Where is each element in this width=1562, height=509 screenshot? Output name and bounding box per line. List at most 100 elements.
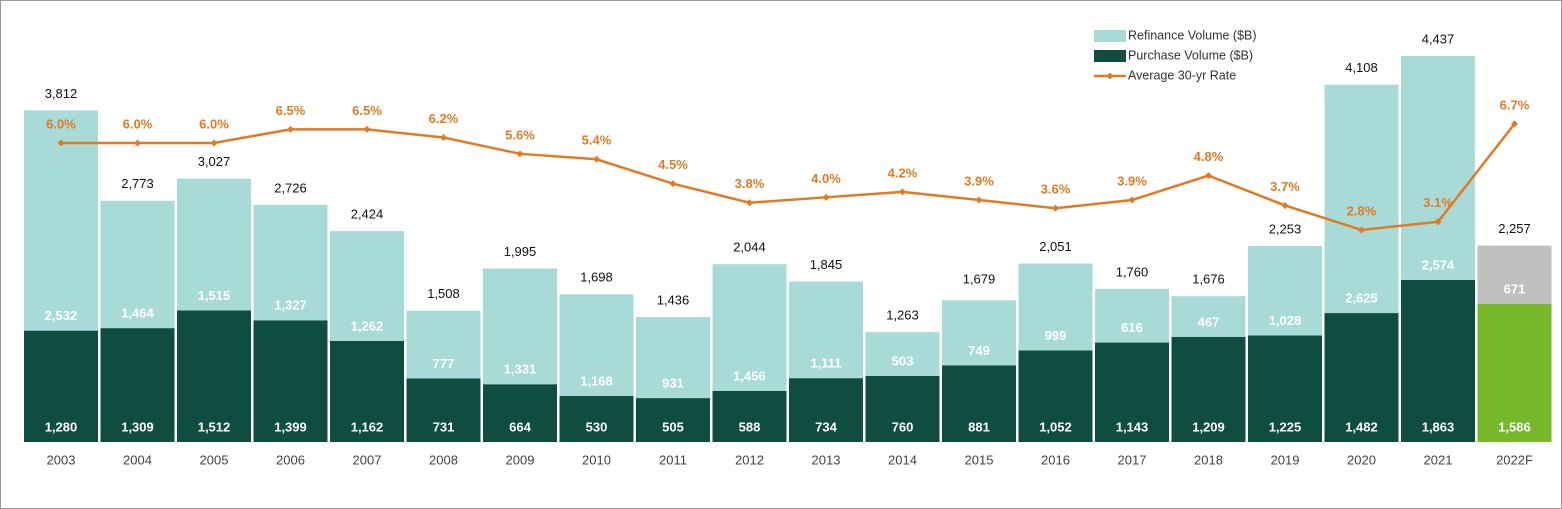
bar-label: 734 bbox=[815, 419, 837, 434]
bar-label: 664 bbox=[509, 419, 531, 434]
rate-label: 6.2% bbox=[429, 111, 459, 126]
x-tick-label: 2020 bbox=[1347, 452, 1376, 467]
bar-label: 588 bbox=[739, 419, 761, 434]
x-tick-label: 2006 bbox=[276, 452, 305, 467]
bar-label: 1,162 bbox=[351, 419, 384, 434]
x-tick-label: 2013 bbox=[812, 452, 841, 467]
rate-marker bbox=[899, 188, 906, 196]
bar-label: 671 bbox=[1504, 281, 1526, 296]
total-label: 1,760 bbox=[1116, 264, 1149, 279]
rate-label: 4.5% bbox=[658, 157, 688, 172]
x-tick-label: 2005 bbox=[200, 452, 229, 467]
bar-segment bbox=[1095, 342, 1169, 442]
bar-label: 999 bbox=[1045, 328, 1067, 343]
bar-label: 1,280 bbox=[45, 419, 78, 434]
bar-segment bbox=[100, 328, 175, 442]
bar-segment bbox=[1018, 263, 1093, 351]
bar-label: 1,586 bbox=[1498, 419, 1531, 434]
rate-label: 6.0% bbox=[123, 116, 153, 131]
bar-segment bbox=[1171, 336, 1246, 442]
x-tick-label: 2004 bbox=[123, 452, 152, 467]
rate-marker bbox=[1128, 196, 1136, 204]
rate-marker bbox=[1358, 226, 1365, 234]
x-tick-label: 2007 bbox=[353, 452, 382, 467]
bar-segment bbox=[1248, 335, 1322, 442]
bar-segment bbox=[712, 390, 787, 442]
total-label: 1,679 bbox=[963, 271, 996, 286]
total-label: 2,424 bbox=[351, 207, 384, 222]
total-label: 1,263 bbox=[886, 308, 919, 323]
bar-label: 1,482 bbox=[1345, 419, 1378, 434]
bar-segment bbox=[1401, 279, 1475, 442]
x-tick-label: 2008 bbox=[429, 452, 458, 467]
rate-marker bbox=[1434, 218, 1442, 226]
total-label: 3,812 bbox=[45, 86, 78, 101]
rate-marker bbox=[57, 139, 65, 147]
x-tick-label: 2014 bbox=[888, 452, 917, 467]
bar-segment bbox=[1018, 350, 1093, 442]
bar-segment bbox=[1095, 288, 1169, 343]
total-label: 2,726 bbox=[274, 180, 307, 195]
legend-label: Purchase Volume ($B) bbox=[1128, 48, 1253, 62]
rate-marker bbox=[822, 193, 830, 201]
total-label: 1,995 bbox=[504, 244, 537, 259]
bar-segment bbox=[636, 398, 710, 442]
x-tick-label: 2009 bbox=[506, 452, 535, 467]
total-label: 4,437 bbox=[1422, 31, 1455, 46]
rate-marker bbox=[134, 139, 141, 147]
rate-label: 5.4% bbox=[582, 133, 612, 148]
bar-segment bbox=[406, 310, 481, 379]
bar-label: 1,331 bbox=[504, 362, 537, 377]
rate-label: 3.6% bbox=[1041, 182, 1071, 197]
rate-label: 3.9% bbox=[964, 173, 994, 188]
bar-segment bbox=[865, 332, 940, 376]
rate-label: 4.2% bbox=[888, 165, 918, 180]
bar-segment bbox=[559, 395, 634, 442]
rate-marker bbox=[1511, 120, 1518, 128]
bar-segment bbox=[942, 300, 1016, 366]
rate-marker bbox=[669, 180, 677, 188]
bar-label: 530 bbox=[586, 419, 608, 434]
bar-segment bbox=[712, 264, 787, 391]
bar-segment bbox=[865, 375, 940, 442]
bar-segment bbox=[1324, 84, 1399, 314]
bar-segment bbox=[789, 281, 863, 379]
bar-label: 1,863 bbox=[1422, 419, 1455, 434]
legend-label: Refinance Volume ($B) bbox=[1128, 28, 1257, 42]
total-label: 1,508 bbox=[427, 286, 460, 301]
bar-label: 2,532 bbox=[45, 308, 78, 323]
x-tick-label: 2011 bbox=[659, 452, 687, 467]
x-tick-label: 2021 bbox=[1424, 452, 1453, 467]
bar-segment bbox=[24, 330, 98, 442]
bar-label: 1,456 bbox=[733, 368, 766, 383]
bar-segment bbox=[177, 310, 251, 442]
bar-segment bbox=[1477, 304, 1552, 442]
bar-label: 1,052 bbox=[1039, 419, 1072, 434]
total-label: 2,051 bbox=[1039, 239, 1072, 254]
rate-marker bbox=[210, 139, 218, 147]
bar-label: 2,625 bbox=[1345, 291, 1378, 306]
legend-label: Average 30-yr Rate bbox=[1128, 68, 1236, 82]
rate-label: 2.8% bbox=[1347, 203, 1377, 218]
bar-label: 1,399 bbox=[274, 419, 307, 434]
bar-label: 931 bbox=[662, 376, 684, 391]
rate-marker bbox=[975, 196, 983, 204]
bar-label: 1,209 bbox=[1192, 419, 1225, 434]
bar-segment bbox=[1477, 245, 1552, 305]
bar-segment bbox=[483, 268, 557, 385]
bar-label: 467 bbox=[1198, 314, 1220, 329]
rate-line bbox=[61, 123, 1516, 232]
bar-segment bbox=[330, 340, 404, 442]
bar-label: 1,028 bbox=[1269, 313, 1302, 328]
bar-label: 881 bbox=[968, 419, 990, 434]
bar-segment bbox=[406, 378, 481, 442]
bar-label: 1,464 bbox=[121, 306, 154, 321]
rate-label: 6.0% bbox=[199, 116, 229, 131]
rate-marker bbox=[1052, 204, 1059, 212]
rate-marker bbox=[287, 125, 294, 133]
rate-label: 4.0% bbox=[811, 171, 841, 186]
total-label: 1,845 bbox=[810, 257, 843, 272]
bar-segment bbox=[253, 204, 328, 321]
bar-label: 503 bbox=[892, 353, 914, 368]
